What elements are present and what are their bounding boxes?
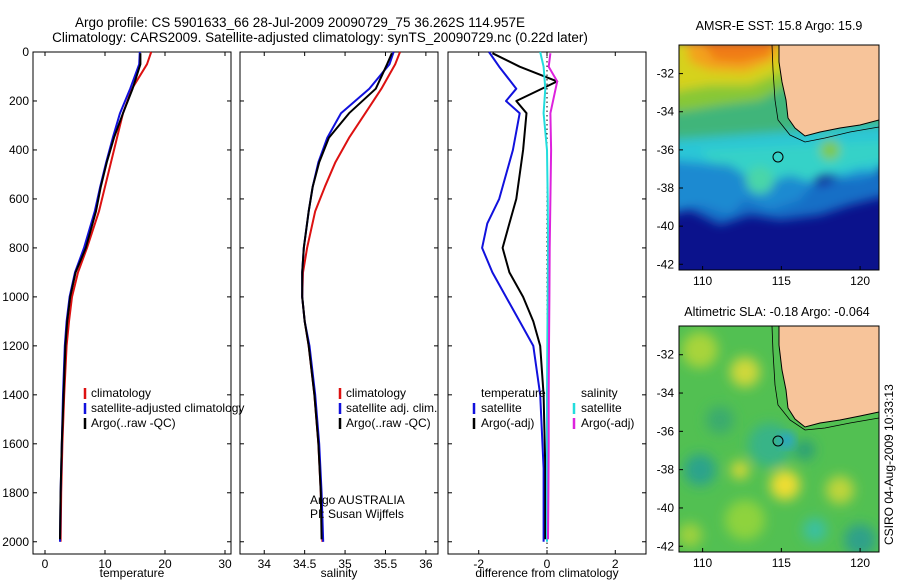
legend-group-title: salinity [581,386,618,400]
side-timestamp-label: CSIRO 04-Aug-2009 10:33:13 [882,384,896,545]
sst-land [779,45,879,136]
x-tick-label: 35.5 [374,557,398,571]
salinity-profile-panel: 34 34.5 35 35.5 36 salinity climatologysatelli… [239,51,439,580]
map-y-tick-label: -34 [657,386,675,400]
x-axis-label: difference from climatology [475,566,618,580]
legend-group-title: temperature [481,386,546,400]
x-tick-label: 34.5 [293,557,317,571]
y-tick-label: 1800 [2,486,29,500]
plot-frame [32,51,232,555]
map-y-tick-label: -40 [657,501,675,515]
sla-map-title: Altimetric SLA: -0.18 Argo: -0.064 [684,305,870,319]
map-y-tick-label: -42 [657,539,675,553]
x-tick-label: 20 [158,557,172,571]
map-y-tick-label: -40 [657,219,675,233]
x-axis-label: salinity [321,566,358,580]
map-x-tick-label: 110 [693,274,712,288]
x-tick-label: 34 [258,557,272,571]
legend-label: Argo(-adj) [481,416,534,430]
y-tick-label: 400 [9,143,29,157]
legend-label: Argo(-adj) [581,416,634,430]
series-line-climatology [301,51,401,542]
series-line-argo-raw-qc [301,52,393,540]
series-line-satellite-adj-clim [301,51,395,542]
y-tick-label: 1200 [2,339,29,353]
sst-map-panel: AMSR-E SST: 15.8 Argo: 15.9 110 115 120 -32… [657,19,880,288]
y-tick-label: 1600 [2,437,29,451]
sst-shelf-contour [771,45,879,143]
map-x-tick-label: 115 [772,556,791,570]
map-y-tick-label: -32 [657,67,675,81]
map-y-tick-label: -42 [657,257,675,271]
figure-title-line2: Climatology: CARS2009. Satellite-adjuste… [52,30,588,45]
map-x-tick-label: 115 [772,274,791,288]
sst-field [679,45,879,270]
map-y-tick-label: -34 [657,105,675,119]
map-y-tick-label: -38 [657,181,675,195]
legend-label: Argo(..raw -QC) [346,416,431,430]
sla-land [779,326,879,427]
x-tick-label: 30 [218,557,232,571]
sla-field [679,326,879,552]
legend-label: satellite adj. clim. [346,401,437,415]
legend-label: climatology [91,386,151,400]
x-axis-label: temperature [100,566,165,580]
y-tick-label: 600 [9,192,29,206]
series-line-salinity-satellite [539,51,549,542]
x-tick-label: 10 [98,557,112,571]
y-tick-label: 200 [9,94,29,108]
x-tick-label: 36 [419,557,433,571]
y-tick-label: 1400 [2,388,29,402]
x-tick-label: 0 [42,557,49,571]
sla-argo-marker [772,435,784,447]
temperature-profile-panel: 0 10 20 30 0 200 400 600 800 1000 1200 1400 1600 1800… [2,45,244,580]
y-tick-label: 0 [22,45,29,59]
map-y-tick-label: -32 [657,348,675,362]
legend-label: satellite [581,401,622,415]
legend-label: satellite [481,401,522,415]
sst-coastline [778,45,879,137]
legend-label: Argo(..raw -QC) [91,416,176,430]
sla-coastline [778,326,879,428]
y-tick-label: 800 [9,241,29,255]
plot-frame [239,51,439,555]
sst-argo-marker [772,151,784,163]
sst-map-title: AMSR-E SST: 15.8 Argo: 15.9 [696,19,863,33]
series-line-salinity-argo-adj [547,53,559,540]
legend-label: climatology [346,386,406,400]
x-tick-label: -2 [473,557,484,571]
sla-shelf-contour [771,326,879,431]
series-line-climatology [59,51,153,542]
y-tick-label: 1000 [2,290,29,304]
sla-map-panel: Altimetric SLA: -0.18 Argo: -0.064 [657,305,880,570]
figure-title-line1: Argo profile: CS 5901633_66 28-Jul-2009 … [75,15,525,30]
x-tick-label: 0 [544,557,551,571]
series-line-argo-raw-qc [59,53,142,540]
y-tick-label: 2000 [2,535,29,549]
map-x-tick-label: 120 [850,556,870,570]
credit-annotation: Argo AUSTRALIA [310,493,405,507]
x-tick-label: 2 [612,557,619,571]
series-line-temperature-argo-adj [491,52,559,540]
x-tick-label: 35 [338,557,352,571]
map-x-tick-label: 120 [850,274,870,288]
map-y-tick-label: -38 [657,463,675,477]
map-x-tick-label: 110 [693,556,712,570]
map-y-tick-label: -36 [657,143,675,157]
series-line-temperature-satellite [481,51,545,542]
legend-label: satellite-adjusted climatology [91,401,244,415]
map-y-tick-label: -36 [657,424,675,438]
credit-annotation: PI: Susan Wijffels [310,507,404,521]
